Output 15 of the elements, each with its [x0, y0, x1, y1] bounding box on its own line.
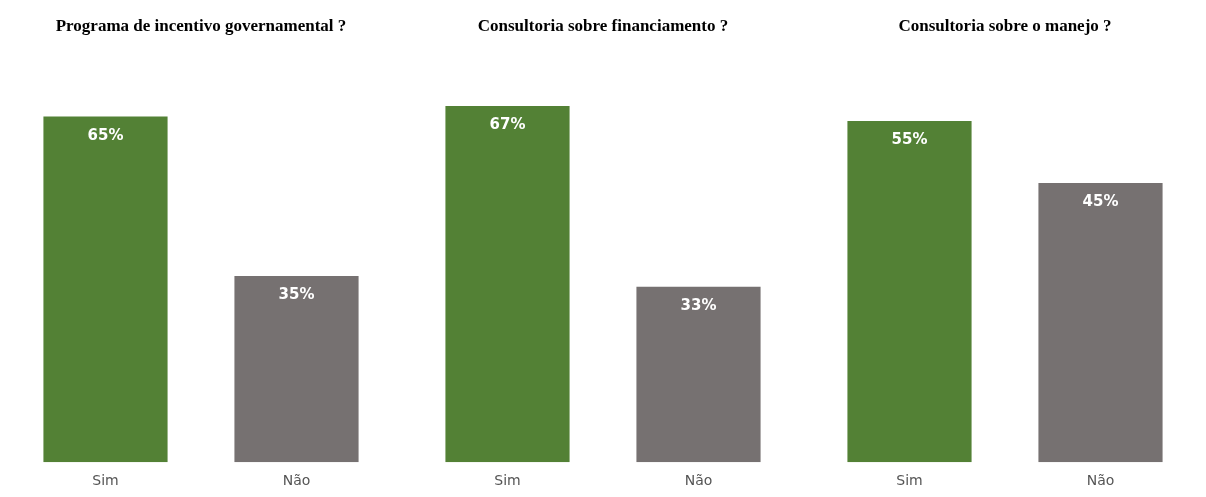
data-label: 65%: [87, 125, 124, 144]
x-tick-label: Sim: [494, 472, 521, 489]
chart-title: Consultoria sobre o manejo ?: [897, 15, 1113, 37]
data-label: 33%: [680, 296, 717, 315]
data-label: 67%: [489, 115, 526, 134]
x-tick-label: Sim: [896, 472, 923, 489]
data-label: 55%: [891, 130, 928, 149]
chart-title: Programa de incentivo governamental ?: [54, 15, 348, 37]
data-label: 45%: [1082, 192, 1119, 211]
x-tick-label: Não: [684, 472, 713, 489]
data-label: 35%: [278, 285, 315, 304]
x-tick-label: Sim: [92, 472, 119, 489]
x-tick-label: Não: [282, 472, 311, 489]
x-tick-label: Não: [1086, 472, 1115, 489]
chart-title: Consultoria sobre financiamento ?: [476, 15, 730, 37]
